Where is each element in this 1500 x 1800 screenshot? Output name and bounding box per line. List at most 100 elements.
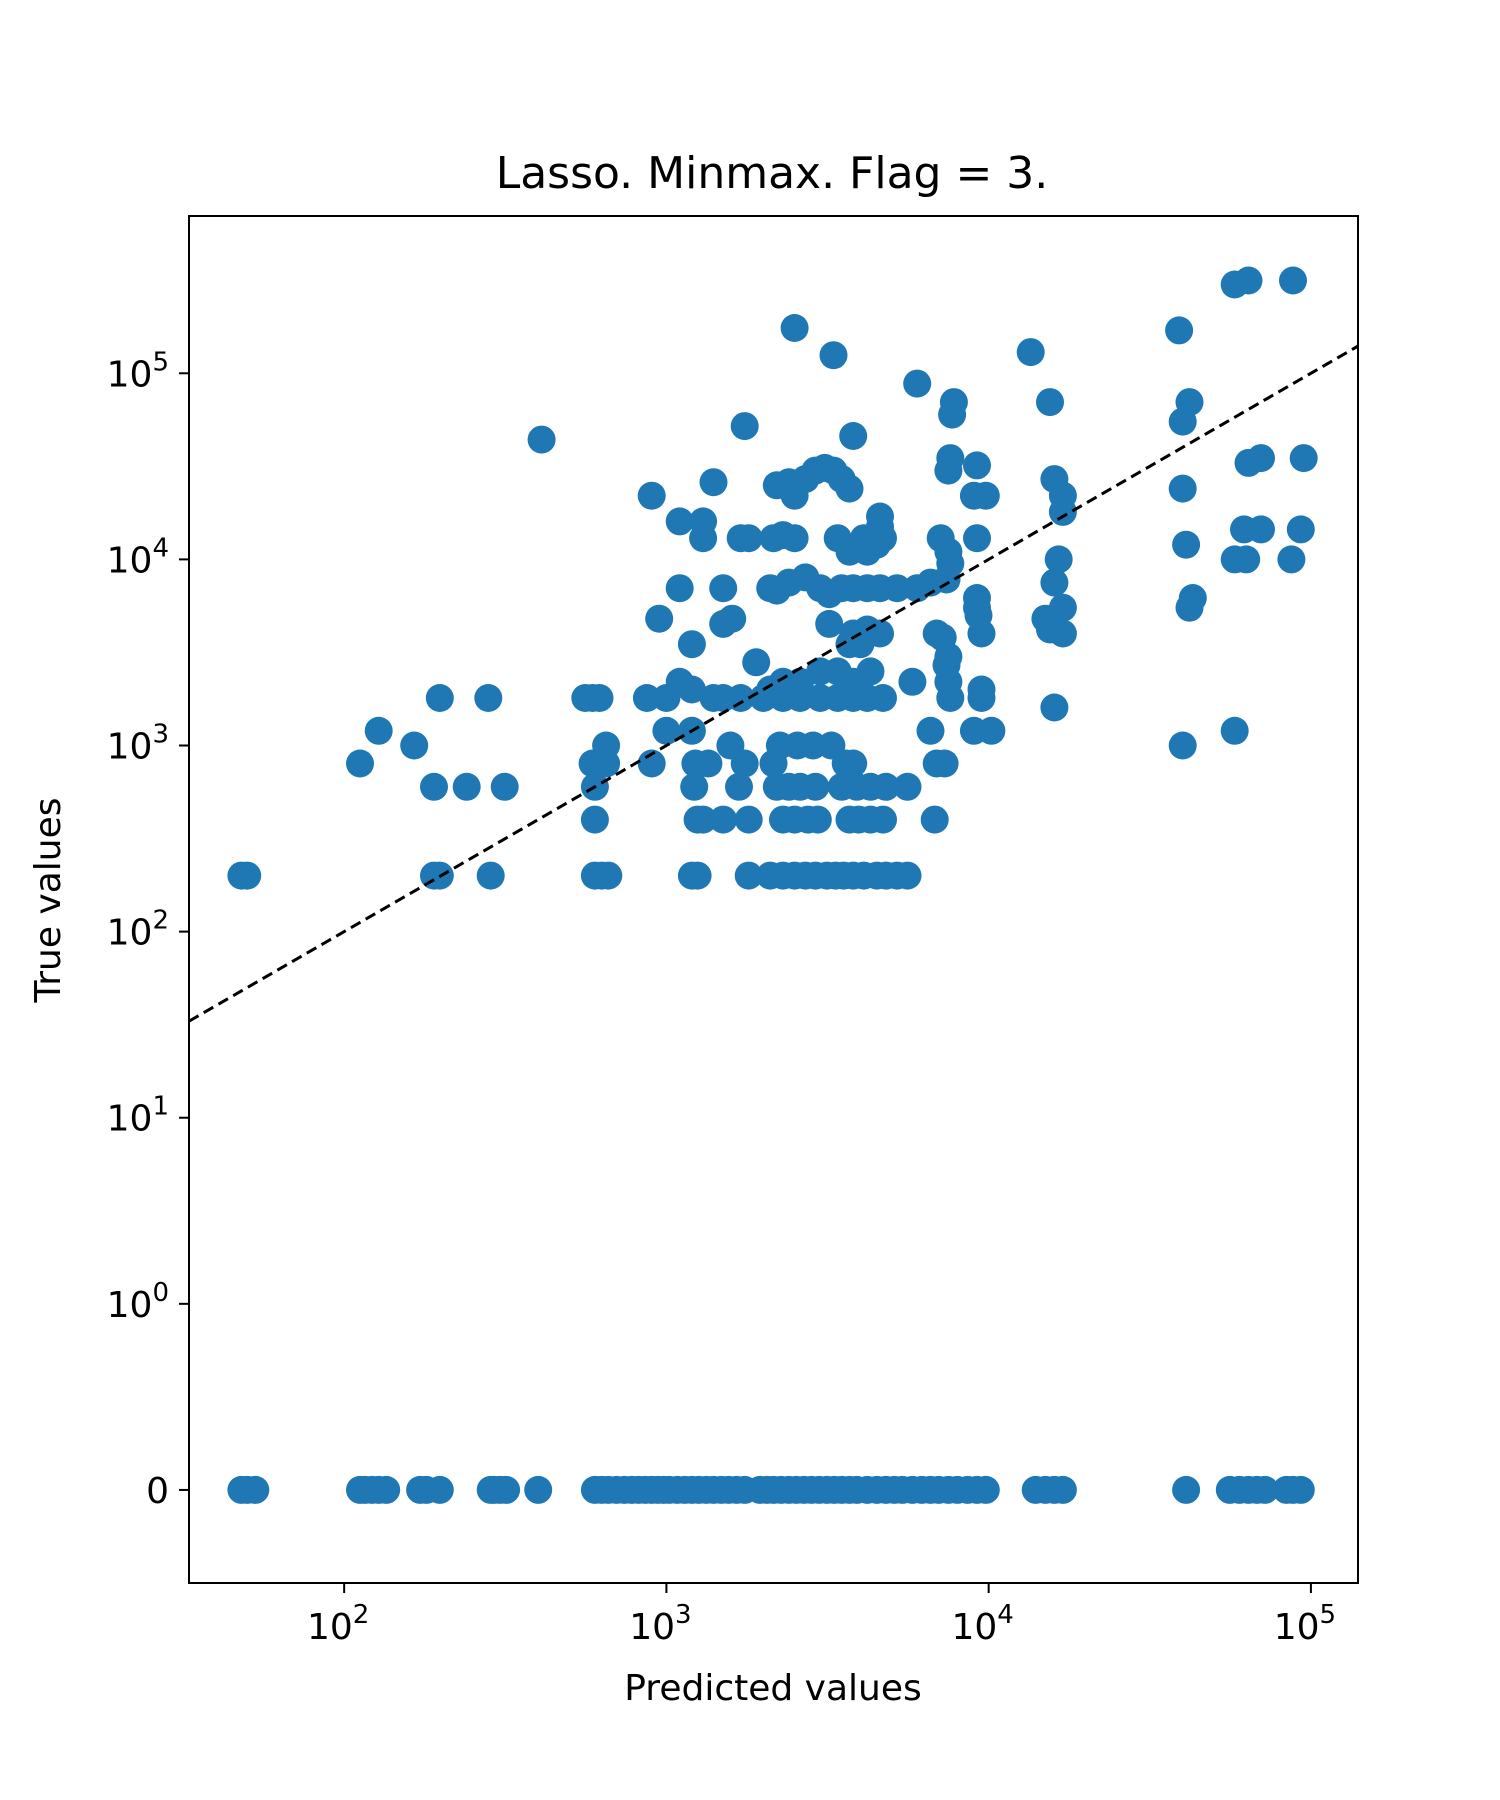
scatter-point	[742, 648, 771, 677]
scatter-point	[1036, 388, 1064, 417]
scatter-point	[699, 468, 728, 497]
axes-frame	[188, 215, 1359, 1584]
scatter-point	[839, 422, 868, 450]
scatter-point	[963, 451, 991, 480]
scatter-point	[883, 574, 912, 603]
scatter-point	[1172, 530, 1201, 559]
chart-title: Lasso. Minmax. Flag = 3.	[496, 148, 1049, 199]
scatter-points	[227, 266, 1318, 1504]
scatter-point	[665, 507, 694, 536]
scatter-point	[1168, 731, 1197, 760]
scatter-point	[1277, 545, 1306, 574]
y-tick-label: 101	[107, 1092, 169, 1140]
scatter-point	[1247, 444, 1275, 473]
scatter-point	[869, 524, 897, 553]
scatter-point	[527, 425, 556, 454]
scatter-point	[592, 731, 621, 760]
scatter-point	[856, 657, 885, 686]
scatter-point	[817, 731, 846, 760]
scatter-point	[1234, 266, 1263, 295]
scatter-point	[683, 861, 712, 890]
scatter-point	[1178, 584, 1207, 612]
plot-area	[189, 266, 1358, 1504]
scatter-point	[916, 716, 945, 745]
scatter-point	[1247, 515, 1275, 544]
scatter-point	[372, 1475, 401, 1504]
scatter-point	[1040, 568, 1069, 597]
scatter-point	[780, 524, 809, 553]
scatter-point	[1172, 1475, 1201, 1504]
scatter-point	[967, 675, 996, 704]
scatter-point	[898, 667, 927, 696]
x-tick-label: 104	[951, 1600, 1013, 1648]
scatter-point	[718, 604, 747, 633]
scatter-point	[637, 481, 666, 510]
scatter-point	[1048, 481, 1077, 510]
scatter-point	[866, 619, 894, 648]
scatter-point	[839, 749, 868, 778]
scatter-point	[971, 481, 1000, 510]
scatter-point	[1220, 716, 1249, 745]
scatter-point	[903, 369, 932, 398]
scatter-point	[866, 502, 894, 531]
x-axis-label: Predicted values	[624, 1668, 922, 1709]
scatter-point	[652, 716, 681, 745]
scatter-point	[869, 684, 897, 712]
x-tick-label: 103	[629, 1600, 691, 1648]
scatter-point	[689, 805, 718, 834]
scatter-point	[803, 805, 832, 834]
scatter-point	[734, 861, 763, 890]
scatter-point	[920, 805, 949, 834]
y-tick-label: 100	[107, 1278, 169, 1326]
scatter-point	[801, 772, 830, 801]
y-tick-label: 102	[107, 906, 169, 954]
scatter-point	[425, 684, 454, 712]
scatter-point	[346, 749, 374, 778]
scatter-point	[939, 388, 968, 417]
scatter-point	[492, 1475, 521, 1504]
scatter-point	[1165, 316, 1194, 345]
scatter-point	[1279, 266, 1307, 295]
scatter-point	[645, 604, 674, 633]
reference-line	[189, 344, 1358, 1023]
scatter-point	[689, 524, 718, 553]
scatter-point	[400, 731, 429, 760]
scatter-point	[474, 684, 503, 712]
scatter-point	[725, 772, 753, 801]
scatter-point	[893, 772, 922, 801]
scatter-point	[971, 1475, 1000, 1504]
scatter-point	[632, 684, 661, 712]
scatter-point	[1016, 338, 1045, 367]
scatter-point	[694, 749, 723, 778]
scatter-point	[871, 772, 900, 801]
scatter-point	[677, 675, 706, 704]
y-tick-label: 0	[146, 1471, 169, 1512]
scatter-point	[665, 574, 694, 603]
scatter-point	[709, 805, 738, 834]
scatter-point	[1286, 1475, 1315, 1504]
scatter-point	[490, 772, 519, 801]
scatter-point	[1044, 545, 1073, 574]
scatter-point	[425, 1475, 454, 1504]
scatter-point	[726, 524, 755, 553]
scatter-point	[963, 524, 991, 553]
scatter-point	[936, 549, 965, 578]
x-tick-label: 102	[307, 1600, 369, 1648]
scatter-point	[977, 716, 1006, 745]
scatter-point	[936, 444, 965, 473]
scatter-point	[780, 314, 809, 342]
scatter-point	[452, 772, 481, 801]
y-tick-label: 103	[107, 720, 169, 768]
scatter-point	[1168, 474, 1197, 503]
x-axis: 102 103 104 105	[307, 1583, 1336, 1648]
scatter-point	[819, 341, 848, 370]
scatter-point	[364, 716, 393, 745]
scatter-point	[241, 1475, 270, 1504]
scatter-point	[1040, 693, 1069, 722]
scatter-point	[1289, 444, 1318, 473]
scatter-point	[1232, 545, 1261, 574]
scatter-point	[730, 412, 759, 441]
scatter-point	[1250, 1475, 1279, 1504]
